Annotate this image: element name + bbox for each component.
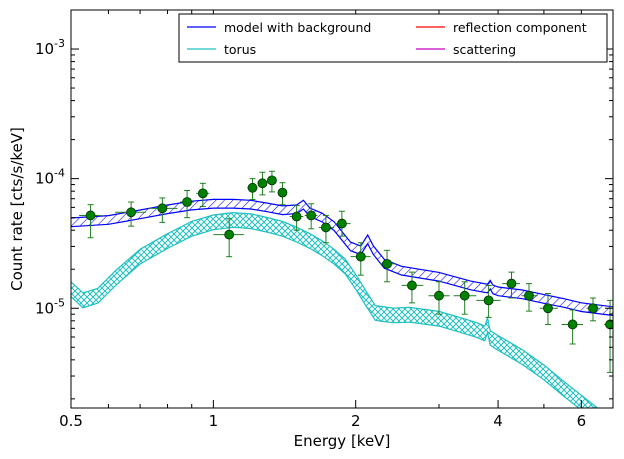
data-marker [434,290,444,301]
legend-box [178,13,608,63]
band-upper-torus [71,211,599,408]
data-marker [459,290,470,301]
data-point [350,242,371,276]
data-point [476,284,501,318]
data-marker [567,319,578,330]
data-marker [224,229,235,240]
data-marker [157,203,168,214]
data-marker [182,197,193,207]
data-point [604,299,613,373]
data-marker [588,303,598,314]
axis-ticks [70,9,614,408]
data-marker [85,210,96,221]
data-marker [321,222,331,233]
x-tick-label: 4 [493,412,503,430]
data-point [304,203,318,230]
band-fill-model-with-background [71,199,613,316]
data-marker [267,175,277,186]
data-marker [483,295,494,306]
legend: model with background torus reflection c… [178,13,608,63]
data-point [267,170,277,193]
data-marker [277,187,288,198]
plot-frame [70,9,614,409]
data-point [539,292,558,325]
data-point [115,201,146,227]
data-point [257,171,268,196]
data-marker [126,207,137,218]
x-tick-label: 0.5 [59,412,83,430]
data-marker [605,319,613,330]
data-point [335,210,351,237]
y-tick-label: 10-3 [35,37,65,58]
data-points [79,170,613,373]
data-marker [506,278,517,289]
data-marker [257,178,268,189]
data-point [196,182,210,207]
data-marker [247,182,258,193]
y-tick-labels: 10-5 10-4 10-3 [35,37,65,317]
band-upper-model-with-background [71,198,613,308]
data-point [148,197,178,223]
x-tick-label: 2 [351,412,361,430]
legend-label-model: model with background [224,20,371,35]
data-point [318,214,335,244]
legend-label-torus: torus [224,42,256,57]
x-axis-label: Energy [keV] [294,432,391,450]
data-marker [291,211,302,222]
data-marker [407,280,417,291]
data-marker [337,218,347,229]
x-tick-label: 6 [577,412,587,430]
data-point [289,205,304,231]
y-axis-label: Count rate [cts/s/keV] [8,127,26,291]
band-lower-model-with-background [71,207,613,317]
y-tick-label: 10-4 [35,167,65,188]
data-point [561,309,584,345]
data-point [79,204,102,239]
data-point [247,178,258,201]
data-point [453,281,477,315]
x-tick-label: 1 [209,412,219,430]
data-point [428,281,450,315]
band-lower-torus [71,226,580,408]
data-marker [524,290,534,301]
data-marker [306,210,317,221]
data-point [277,182,288,206]
y-tick-label: 10-5 [35,296,65,317]
data-point [179,189,194,219]
data-marker [382,258,392,269]
data-point [521,283,538,312]
x-tick-labels: 0.5 1 2 4 6 [59,412,586,430]
data-point [401,271,424,304]
data-marker [355,251,366,262]
data-marker [543,303,553,314]
data-point [379,249,395,283]
band-fill-torus [71,212,598,408]
legend-label-scattering: scattering [453,42,516,57]
legend-label-reflection: reflection component [453,20,587,35]
data-point [502,271,520,299]
model-bands [71,198,613,408]
data-marker [197,188,208,199]
data-point [213,218,244,258]
data-point [586,297,600,322]
